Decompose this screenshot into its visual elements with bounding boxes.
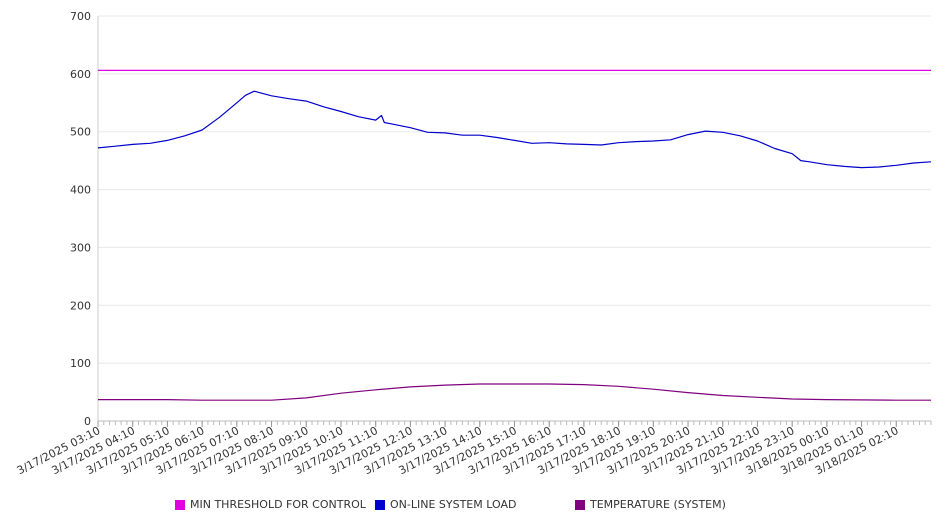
y-tick-label-200: 200 (70, 299, 91, 312)
grid-lines (98, 15, 931, 364)
legend-swatch-threshold (175, 499, 185, 510)
y-tick-label-600: 600 (70, 68, 91, 81)
y-tick-label-500: 500 (70, 126, 91, 139)
series-line-1 (97, 90, 932, 169)
y-tick-label-0: 0 (84, 415, 91, 428)
chart-legend: MIN THRESHOLD FOR CONTROL ON-LINE SYSTEM… (0, 498, 946, 514)
legend-label-temperature: TEMPERATURE (SYSTEM) (590, 498, 726, 511)
y-tick-label-300: 300 (70, 241, 91, 254)
legend-label-threshold: MIN THRESHOLD FOR CONTROL (190, 498, 366, 511)
y-tick-label-700: 700 (70, 10, 91, 23)
legend-item-temperature: TEMPERATURE (SYSTEM) (575, 498, 726, 511)
legend-swatch-temperature (575, 499, 585, 510)
x-axis: 3/17/2025 03:103/17/2025 04:103/17/2025 … (15, 420, 932, 477)
legend-item-system-load: ON-LINE SYSTEM LOAD (375, 498, 516, 511)
legend-label-system-load: ON-LINE SYSTEM LOAD (390, 498, 517, 511)
y-tick-label-100: 100 (70, 357, 91, 370)
series-lines (97, 69, 932, 401)
y-tick-label-400: 400 (70, 184, 91, 197)
legend-item-threshold: MIN THRESHOLD FOR CONTROL (175, 498, 366, 511)
series-line-2 (98, 383, 931, 401)
y-axis: 0 100 200 300 400 500 600 700 (70, 10, 99, 428)
legend-swatch-system-load (375, 499, 385, 510)
